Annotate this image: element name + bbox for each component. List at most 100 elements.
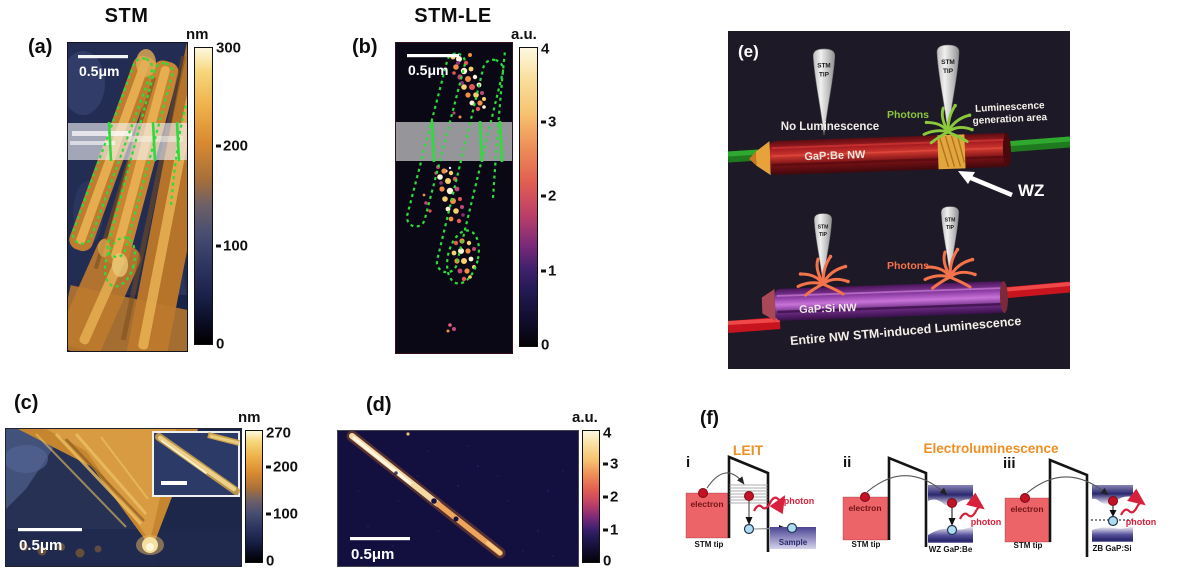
panel-a-tick-0: 0 <box>216 335 225 353</box>
wz-arrow <box>958 171 1013 198</box>
electron-label: electron <box>848 503 881 513</box>
tunnel-barrier <box>727 455 770 552</box>
panel-a-tick-300: 300 <box>216 39 242 57</box>
no-luminescence-label: No Luminescence <box>781 121 879 133</box>
stm-tip-label: STM tip <box>852 540 881 549</box>
scalebar-b: 0.5μm <box>407 54 459 78</box>
zb-gapsi-label: ZB GaP:Si <box>1092 544 1131 553</box>
panel-a-image: 0.5μm <box>67 42 188 352</box>
panel-e-label: (e) <box>738 42 759 61</box>
panel-d-colorbar-unit: a.u. <box>572 409 598 426</box>
sample-label: Sample <box>779 538 808 547</box>
scalebar-b-text: 0.5μm <box>408 62 448 78</box>
scalebar-c: 0.5μm <box>18 528 82 554</box>
conduction-band <box>928 485 973 507</box>
diagram-ii: ii Electroluminescence electron STM tip … <box>842 441 1059 554</box>
panel-b-label: (b) <box>352 36 378 58</box>
panel-a-colorbar-unit: nm <box>186 26 209 43</box>
photon-wave <box>753 495 786 515</box>
panel-d-tick-3: 3 <box>603 456 618 473</box>
electron-label: electron <box>690 499 723 509</box>
panel-d-image: 0.5μm <box>337 430 579 567</box>
panel-d-tick-2: 2 <box>603 489 618 506</box>
diagram-i-number: i <box>686 454 690 471</box>
diagram-iii-number: iii <box>1003 455 1016 472</box>
electron-dot <box>1020 493 1030 503</box>
sample-band <box>770 527 816 549</box>
panel-e-illustration: STM TIP (e) <box>728 31 1070 369</box>
panel-c-tick-100: 100 <box>266 506 298 523</box>
tunneling-arrow <box>1026 476 1109 496</box>
electron-dot <box>860 492 870 502</box>
electron-label: electron <box>1010 504 1043 514</box>
electroluminescence-title: Electroluminescence <box>923 441 1059 456</box>
luminescent-nanowire-stripe <box>346 431 506 559</box>
panel-c-image: 0.5μm <box>5 428 242 567</box>
panel-a-title: STM <box>104 5 149 27</box>
panel-d-tick-0: 0 <box>603 552 612 570</box>
red-laser-wire <box>728 281 1070 333</box>
stm-tip-block <box>1004 497 1051 543</box>
noise <box>357 445 564 557</box>
photon-wave <box>1120 488 1146 516</box>
scalebar-d: 0.5μm <box>350 537 410 563</box>
panel-f-band-diagrams: (f) i LEIT electron STM tip Sample <box>685 408 1157 557</box>
photon-label: photon <box>1126 517 1157 527</box>
scalebar-a: 0.5μm <box>78 55 128 79</box>
panel-b-tick-1: 1 <box>541 263 556 280</box>
panel-b-title: STM-LE <box>414 5 492 27</box>
leit-title: LEIT <box>733 442 764 458</box>
photons-top-label: Photons <box>887 109 929 121</box>
electron-dot <box>744 491 754 501</box>
panel-d-colorbar <box>582 430 600 563</box>
diagram-i: i LEIT electron STM tip Sample photon <box>685 442 816 552</box>
panel-c-tick-200: 200 <box>266 459 298 476</box>
panel-b-tick-4: 4 <box>541 40 550 58</box>
lum-area-label-line1: Luminescence <box>975 100 1045 115</box>
panel-c-colorbar <box>245 430 263 563</box>
photons-bottom-label: Photons <box>887 260 929 272</box>
panel-c-tick-0: 0 <box>266 552 275 570</box>
hole-dot <box>786 522 798 534</box>
stm-tip-label: STM tip <box>1014 541 1043 550</box>
outline-solid-segments <box>107 121 181 162</box>
panel-a-tick-200: 200 <box>216 138 248 155</box>
gapsi-nanowire <box>761 281 1008 322</box>
panel-c-colorbar-unit: nm <box>238 409 261 426</box>
panel-c-inset <box>152 431 240 497</box>
wz-label: WZ <box>1018 181 1044 200</box>
electron-dot <box>1108 496 1118 506</box>
scalebar-c-text: 0.5μm <box>19 537 62 554</box>
panel-f-label: (f) <box>700 408 719 429</box>
panel-c-tick-270: 270 <box>266 424 292 442</box>
hole-dot <box>743 523 755 535</box>
stm-tip-block <box>842 496 889 541</box>
outline-solid-segments <box>430 120 504 163</box>
panel-b-tick-2: 2 <box>541 188 556 205</box>
panel-c-label: (c) <box>14 392 39 414</box>
photon-wave <box>959 492 985 520</box>
scalebar-d-text: 0.5μm <box>351 546 394 563</box>
photon-label: photon <box>971 517 1002 527</box>
panel-b-tick-3: 3 <box>541 114 556 131</box>
hole-dot <box>1107 515 1119 527</box>
cross-section-band <box>68 123 187 160</box>
tunneling-arrow <box>706 472 745 489</box>
electron-dot <box>947 498 957 508</box>
panel-a-colorbar <box>194 47 213 345</box>
hole-dot <box>946 524 958 536</box>
gapbe-nw-label: GaP:Be NW <box>804 149 866 163</box>
gapsi-nw-label: GaP:Si NW <box>799 302 857 316</box>
electron-dot <box>698 488 708 498</box>
recombination-arrow <box>948 518 956 526</box>
scalebar-a-text: 0.5μm <box>79 63 119 79</box>
gapbe-nanowire <box>749 132 1011 176</box>
panel-a-label: (a) <box>28 36 53 58</box>
panel-b-colorbar <box>519 47 538 347</box>
lum-area-label-line2: generation area <box>972 112 1047 127</box>
panel-b-tick-0: 0 <box>541 336 550 354</box>
panel-d-tick-4: 4 <box>603 424 612 442</box>
panel-d-label: (d) <box>366 394 392 416</box>
stm-tip-label: STM tip <box>695 540 724 549</box>
